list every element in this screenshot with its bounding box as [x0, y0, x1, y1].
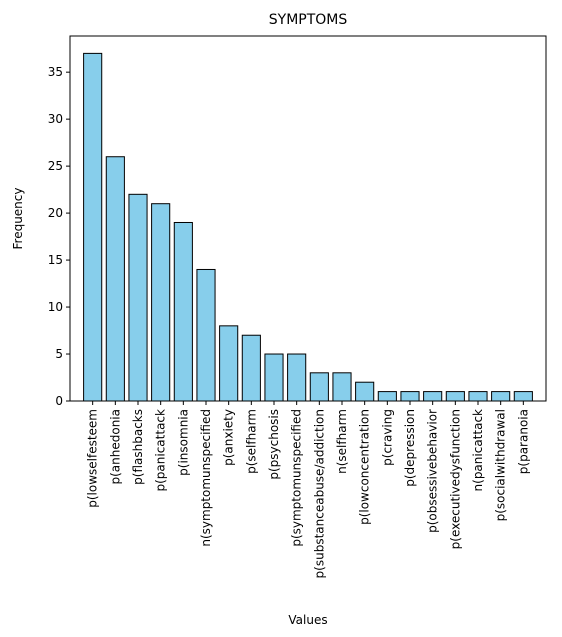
y-tick-label: 25 — [48, 159, 63, 173]
y-axis: 0 5 10 15 20 25 30 35 — [48, 65, 70, 408]
bar — [468, 391, 488, 402]
bar — [219, 325, 239, 402]
x-tick-label: n(selfharm — [335, 409, 349, 474]
bar — [83, 52, 103, 402]
x-tick-label: p(panicattack — [154, 409, 168, 492]
bar — [241, 334, 261, 402]
x-tick-label: p(lowselfesteem — [86, 409, 100, 508]
x-tick-label: n(panicattack — [471, 409, 485, 492]
x-tick-label: p(socialwithdrawal — [494, 409, 508, 521]
x-tick-label: p(insomnia — [176, 409, 190, 476]
bar — [445, 391, 465, 402]
y-axis-title: Frequency — [11, 188, 25, 250]
x-tick-label: p(executivedysfunction — [448, 409, 462, 549]
bar — [491, 391, 511, 402]
bar — [332, 372, 352, 402]
bar — [105, 156, 125, 402]
y-tick-label: 15 — [48, 253, 63, 267]
x-tick-label: p(obsessivebehavior — [426, 409, 440, 533]
x-tick-label: p(paranoia — [516, 409, 530, 474]
x-tick-label: p(anxiety — [222, 409, 236, 466]
x-tick-label: p(symptomunspecified — [290, 409, 304, 547]
x-tick-label: p(craving — [380, 409, 394, 466]
x-tick-label: n(symptomunspecified — [199, 409, 213, 547]
x-tick-label: p(selfharm — [244, 409, 258, 474]
x-tick-label: p(flashbacks — [131, 409, 145, 485]
y-tick-label: 0 — [55, 394, 63, 408]
x-axis-title: Values — [288, 613, 327, 627]
bar — [196, 268, 216, 402]
y-tick-label: 35 — [48, 65, 63, 79]
bar — [287, 353, 307, 402]
bar — [377, 391, 397, 402]
bar — [423, 391, 443, 402]
plot-frame — [69, 35, 547, 402]
chart-title: SYMPTOMS — [269, 12, 348, 28]
x-tick-label: p(anhedonia — [108, 409, 122, 485]
bar — [309, 372, 329, 402]
x-tick-label: p(depression — [403, 409, 417, 487]
bar — [173, 221, 193, 402]
y-tick-label: 5 — [55, 347, 63, 361]
y-tick-label: 10 — [48, 300, 63, 314]
bars — [83, 52, 533, 402]
bar — [264, 353, 284, 402]
x-axis: p(lowselfesteem p(anhedonia p(flashbacks p(… — [86, 401, 530, 578]
bar — [128, 193, 148, 402]
bar — [513, 391, 533, 402]
y-tick-label: 20 — [48, 206, 63, 220]
bar — [151, 203, 171, 402]
x-tick-label: p(lowconcentration — [358, 409, 372, 525]
x-tick-label: p(substanceabuse/addiction — [312, 409, 326, 578]
bar — [400, 391, 420, 402]
y-tick-label: 30 — [48, 112, 63, 126]
x-tick-label: p(psychosis — [267, 409, 281, 480]
bar — [355, 381, 375, 402]
